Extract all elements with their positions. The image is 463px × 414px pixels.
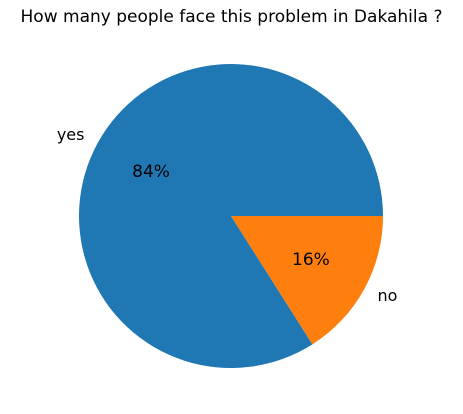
pie-slice-yes	[78, 64, 383, 369]
pie-slice-no	[231, 216, 383, 345]
slice-label-yes: yes	[57, 125, 85, 144]
chart-title: How many people face this problem in Dak…	[21, 7, 443, 27]
percent-label-yes: 84%	[132, 162, 170, 182]
pie-labels: yes 84% no 16%	[57, 125, 398, 305]
slice-label-no: no	[378, 286, 398, 305]
percent-label-no: 16%	[292, 250, 330, 270]
pie-slices	[78, 64, 383, 369]
